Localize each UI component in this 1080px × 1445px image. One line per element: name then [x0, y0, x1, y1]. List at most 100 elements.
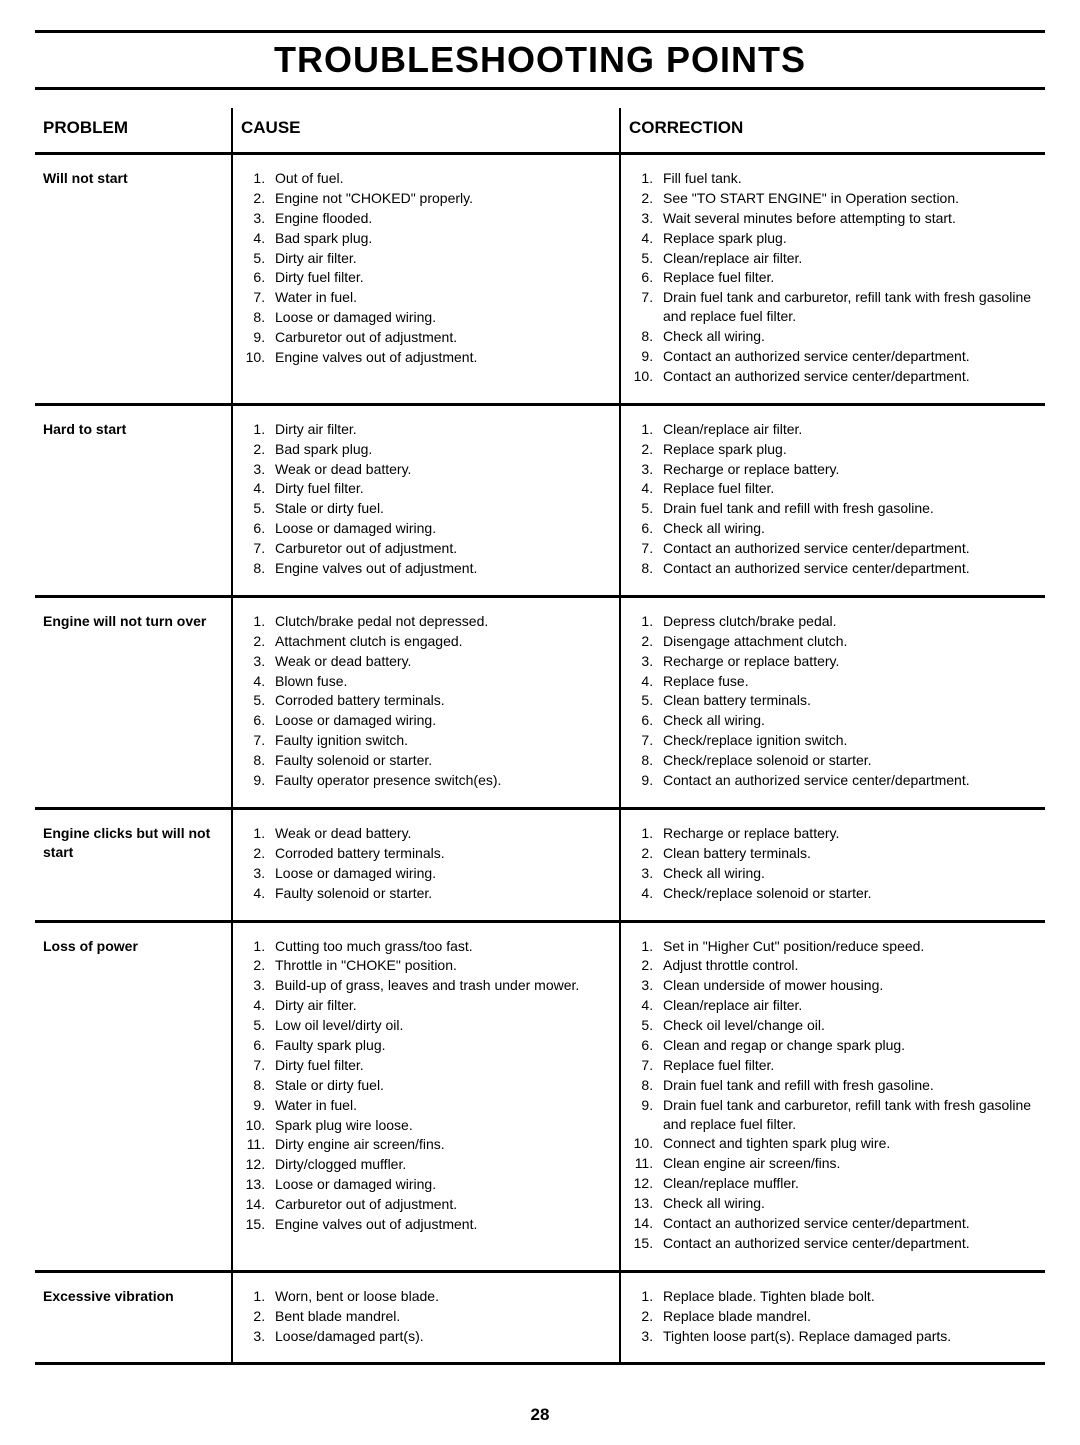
- correction-list: Depress clutch/brake pedal.Disengage att…: [629, 612, 1037, 790]
- header-problem: PROBLEM: [35, 108, 232, 154]
- list-item: Engine valves out of adjustment.: [269, 348, 611, 367]
- problem-cell: Engine clicks but will not start: [35, 808, 232, 921]
- list-item: Worn, bent or loose blade.: [269, 1287, 611, 1306]
- header-correction: CORRECTION: [620, 108, 1045, 154]
- list-item: Contact an authorized service center/dep…: [657, 559, 1037, 578]
- list-item: Throttle in "CHOKE" position.: [269, 956, 611, 975]
- list-item: Engine flooded.: [269, 209, 611, 228]
- cause-list: Clutch/brake pedal not depressed.Attachm…: [241, 612, 611, 790]
- list-item: Weak or dead battery.: [269, 460, 611, 479]
- table-row: Engine will not turn overClutch/brake pe…: [35, 596, 1045, 808]
- problem-cell: Loss of power: [35, 921, 232, 1271]
- list-item: Bent blade mandrel.: [269, 1307, 611, 1326]
- list-item: Cutting too much grass/too fast.: [269, 937, 611, 956]
- list-item: Out of fuel.: [269, 169, 611, 188]
- troubleshooting-table: PROBLEM CAUSE CORRECTION Will not startO…: [35, 108, 1045, 1365]
- list-item: Replace blade mandrel.: [657, 1307, 1037, 1326]
- list-item: Adjust throttle control.: [657, 956, 1037, 975]
- header-cause: CAUSE: [232, 108, 620, 154]
- list-item: Stale or dirty fuel.: [269, 499, 611, 518]
- list-item: Engine not "CHOKED" properly.: [269, 189, 611, 208]
- list-item: Replace fuel filter.: [657, 268, 1037, 287]
- list-item: Dirty air filter.: [269, 996, 611, 1015]
- cause-cell: Weak or dead battery.Corroded battery te…: [232, 808, 620, 921]
- table-row: Engine clicks but will not startWeak or …: [35, 808, 1045, 921]
- correction-cell: Fill fuel tank.See "TO START ENGINE" in …: [620, 154, 1045, 405]
- list-item: Drain fuel tank and refill with fresh ga…: [657, 1076, 1037, 1095]
- list-item: Build-up of grass, leaves and trash unde…: [269, 976, 611, 995]
- cause-list: Out of fuel.Engine not "CHOKED" properly…: [241, 169, 611, 367]
- list-item: Loose or damaged wiring.: [269, 519, 611, 538]
- list-item: Bad spark plug.: [269, 440, 611, 459]
- list-item: Contact an authorized service center/dep…: [657, 347, 1037, 366]
- cause-list: Weak or dead battery.Corroded battery te…: [241, 824, 611, 903]
- list-item: Carburetor out of adjustment.: [269, 1195, 611, 1214]
- correction-cell: Set in "Higher Cut" position/reduce spee…: [620, 921, 1045, 1271]
- title-bottom-rule: [35, 87, 1045, 90]
- list-item: Clean battery terminals.: [657, 691, 1037, 710]
- cause-list: Dirty air filter.Bad spark plug.Weak or …: [241, 420, 611, 578]
- list-item: Stale or dirty fuel.: [269, 1076, 611, 1095]
- table-row: Excessive vibrationWorn, bent or loose b…: [35, 1271, 1045, 1364]
- table-row: Loss of powerCutting too much grass/too …: [35, 921, 1045, 1271]
- list-item: Check all wiring.: [657, 711, 1037, 730]
- list-item: Clean/replace air filter.: [657, 996, 1037, 1015]
- correction-cell: Recharge or replace battery.Clean batter…: [620, 808, 1045, 921]
- list-item: Drain fuel tank and refill with fresh ga…: [657, 499, 1037, 518]
- list-item: Contact an authorized service center/dep…: [657, 1214, 1037, 1233]
- list-item: Faulty operator presence switch(es).: [269, 771, 611, 790]
- list-item: Contact an authorized service center/dep…: [657, 771, 1037, 790]
- list-item: Clean and regap or change spark plug.: [657, 1036, 1037, 1055]
- correction-list: Set in "Higher Cut" position/reduce spee…: [629, 937, 1037, 1253]
- list-item: Engine valves out of adjustment.: [269, 1215, 611, 1234]
- list-item: Spark plug wire loose.: [269, 1116, 611, 1135]
- list-item: Weak or dead battery.: [269, 652, 611, 671]
- list-item: Weak or dead battery.: [269, 824, 611, 843]
- page-title: TROUBLESHOOTING POINTS: [35, 39, 1045, 81]
- list-item: Low oil level/dirty oil.: [269, 1016, 611, 1035]
- title-top-rule: [35, 30, 1045, 33]
- list-item: Faulty spark plug.: [269, 1036, 611, 1055]
- list-item: Corroded battery terminals.: [269, 691, 611, 710]
- list-item: Faulty solenoid or starter.: [269, 884, 611, 903]
- list-item: See "TO START ENGINE" in Operation secti…: [657, 189, 1037, 208]
- problem-cell: Engine will not turn over: [35, 596, 232, 808]
- list-item: Replace fuel filter.: [657, 479, 1037, 498]
- list-item: Loose or damaged wiring.: [269, 1175, 611, 1194]
- list-item: Replace fuel filter.: [657, 1056, 1037, 1075]
- list-item: Blown fuse.: [269, 672, 611, 691]
- page-number: 28: [35, 1405, 1045, 1425]
- list-item: Recharge or replace battery.: [657, 460, 1037, 479]
- list-item: Faulty ignition switch.: [269, 731, 611, 750]
- cause-list: Cutting too much grass/too fast.Throttle…: [241, 937, 611, 1234]
- list-item: Replace fuse.: [657, 672, 1037, 691]
- table-row: Hard to startDirty air filter.Bad spark …: [35, 404, 1045, 596]
- list-item: Clutch/brake pedal not depressed.: [269, 612, 611, 631]
- list-item: Check all wiring.: [657, 864, 1037, 883]
- list-item: Replace spark plug.: [657, 229, 1037, 248]
- list-item: Faulty solenoid or starter.: [269, 751, 611, 770]
- list-item: Engine valves out of adjustment.: [269, 559, 611, 578]
- list-item: Water in fuel.: [269, 288, 611, 307]
- list-item: Attachment clutch is engaged.: [269, 632, 611, 651]
- list-item: Clean engine air screen/fins.: [657, 1154, 1037, 1173]
- problem-cell: Excessive vibration: [35, 1271, 232, 1364]
- list-item: Fill fuel tank.: [657, 169, 1037, 188]
- correction-cell: Clean/replace air filter.Replace spark p…: [620, 404, 1045, 596]
- list-item: Clean underside of mower housing.: [657, 976, 1037, 995]
- list-item: Clean battery terminals.: [657, 844, 1037, 863]
- list-item: Water in fuel.: [269, 1096, 611, 1115]
- list-item: Carburetor out of adjustment.: [269, 539, 611, 558]
- list-item: Carburetor out of adjustment.: [269, 328, 611, 347]
- table-row: Will not startOut of fuel.Engine not "CH…: [35, 154, 1045, 405]
- cause-list: Worn, bent or loose blade.Bent blade man…: [241, 1287, 611, 1346]
- list-item: Tighten loose part(s). Replace damaged p…: [657, 1327, 1037, 1346]
- list-item: Loose or damaged wiring.: [269, 308, 611, 327]
- list-item: Replace blade. Tighten blade bolt.: [657, 1287, 1037, 1306]
- list-item: Dirty fuel filter.: [269, 479, 611, 498]
- cause-cell: Dirty air filter.Bad spark plug.Weak or …: [232, 404, 620, 596]
- list-item: Dirty fuel filter.: [269, 268, 611, 287]
- list-item: Corroded battery terminals.: [269, 844, 611, 863]
- list-item: Clean/replace muffler.: [657, 1174, 1037, 1193]
- correction-list: Recharge or replace battery.Clean batter…: [629, 824, 1037, 903]
